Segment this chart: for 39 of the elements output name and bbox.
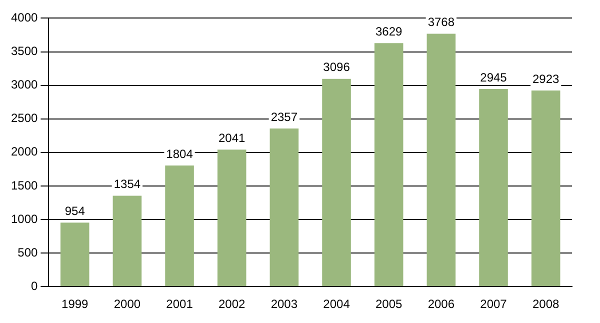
bar: [426, 34, 456, 286]
y-tick-label: 2000: [10, 144, 38, 159]
x-tick-label: 2008: [532, 297, 560, 312]
x-tick-label: 2003: [270, 297, 298, 312]
y-tick-label: 0: [31, 278, 38, 293]
data-label: 1804: [166, 146, 194, 161]
y-tick-label: 500: [18, 245, 38, 260]
data-label: 2357: [270, 110, 298, 124]
data-label: 3096: [323, 60, 350, 74]
data-label: 3629: [375, 24, 403, 38]
y-tick-label: 2500: [10, 111, 38, 126]
x-tick-label: 1999: [62, 297, 89, 312]
y-tick-label: 1000: [10, 212, 38, 226]
data-label: 2923: [532, 72, 560, 86]
x-tick-label: 2006: [428, 297, 455, 312]
bar: [60, 222, 90, 286]
x-tick-label: 2002: [218, 297, 246, 312]
x-tick-label: 2007: [480, 297, 508, 312]
bar: [374, 43, 404, 286]
y-tick-label: 3000: [10, 78, 38, 92]
bar: [531, 90, 560, 286]
bar: [112, 196, 142, 286]
y-tick-label: 4000: [10, 10, 38, 25]
data-label: 954: [64, 204, 86, 218]
bar: [165, 166, 194, 286]
x-tick-label: 2001: [166, 297, 194, 312]
y-tick-label: 1500: [10, 178, 38, 192]
bar: [270, 128, 299, 286]
bar: [217, 150, 246, 286]
data-label: 2041: [218, 130, 246, 145]
data-label: 1354: [114, 177, 141, 192]
data-label: 2945: [480, 70, 508, 84]
bar: [479, 88, 508, 286]
x-tick-label: 2000: [114, 297, 141, 312]
y-tick-label: 3500: [10, 44, 38, 58]
x-tick-label: 2005: [375, 297, 403, 312]
bar: [322, 78, 351, 286]
x-tick-label: 2004: [323, 297, 350, 312]
data-label: 3768: [428, 15, 455, 30]
